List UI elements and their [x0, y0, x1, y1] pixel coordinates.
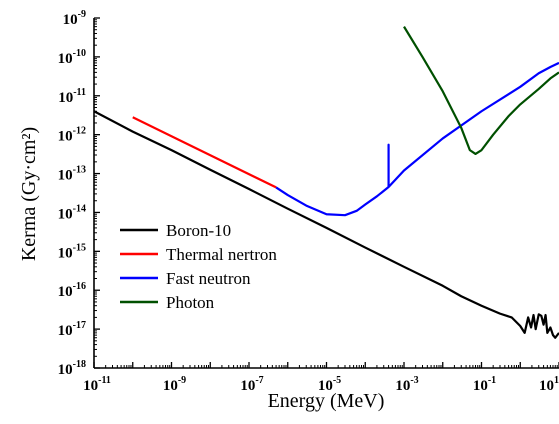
legend: Boron-10 Thermal nertron Fast neutron Photo… — [120, 221, 277, 312]
series-line-boron-10 — [94, 110, 559, 339]
y-tick-label: 10-18 — [58, 359, 86, 378]
y-tick-label: 10-13 — [58, 165, 86, 184]
x-tick-label: 10-3 — [395, 375, 418, 394]
series-line-fast-neutron — [275, 61, 559, 217]
x-tick-label: 10-9 — [163, 375, 186, 394]
x-tick-label: 101 — [539, 375, 559, 394]
legend-label: Thermal nertron — [166, 245, 277, 264]
legend-label: Fast neutron — [166, 269, 251, 288]
series-line-thermal-nertron — [132, 116, 277, 189]
legend-label: Photon — [166, 293, 215, 312]
legend-label: Boron-10 — [166, 221, 231, 240]
x-tick-label: 10-7 — [240, 375, 263, 394]
y-tick-label: 10-10 — [58, 48, 86, 67]
series-layer — [94, 26, 559, 339]
y-tick-label: 10-15 — [58, 242, 86, 261]
y-tick-label: 10-11 — [58, 87, 86, 106]
y-tick-label: 10-17 — [58, 320, 86, 339]
x-tick-label: 10-1 — [473, 375, 496, 394]
y-tick-label: 10-14 — [58, 203, 86, 222]
x-tick-label: 10-5 — [318, 375, 341, 394]
axes — [93, 18, 559, 369]
y-tick-label: 10-9 — [63, 9, 86, 28]
series-line-photon — [403, 26, 559, 156]
tick-marks — [93, 17, 559, 369]
x-tick-label: 10-11 — [83, 375, 111, 394]
y-axis-title: Kerma (Gy·cm²) — [18, 127, 40, 261]
y-tick-label: 10-16 — [58, 281, 86, 300]
tick-labels: 10-11 10-9 10-7 10-5 10-3 10-1 101 10-9 10-10 10-… — [58, 9, 559, 394]
x-axis-title: Energy (MeV) — [268, 390, 385, 412]
y-tick-label: 10-12 — [58, 126, 86, 145]
